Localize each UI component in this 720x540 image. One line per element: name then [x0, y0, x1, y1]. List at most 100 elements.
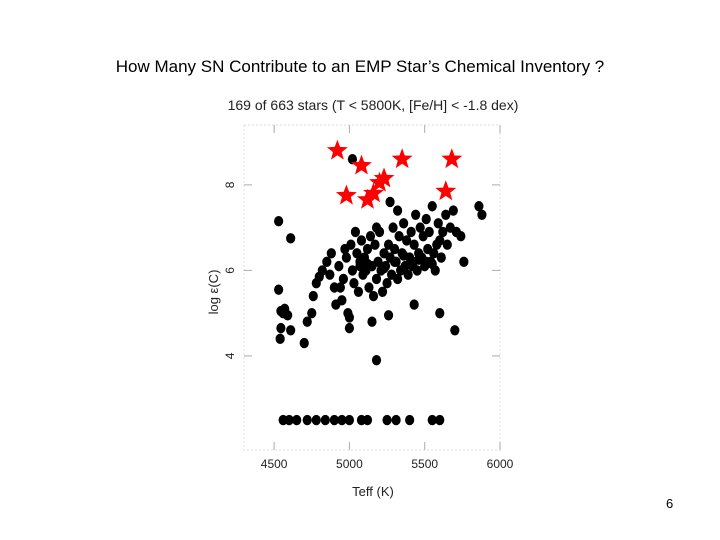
data-point — [317, 265, 327, 276]
data-point — [429, 248, 439, 259]
data-point — [477, 209, 487, 221]
data-point — [402, 235, 412, 246]
data-point-star — [391, 148, 413, 169]
y-tick-label: 4 — [223, 352, 237, 359]
data-point-star — [357, 188, 378, 209]
data-point — [325, 269, 335, 280]
data-point — [337, 295, 347, 306]
data-point — [311, 414, 321, 426]
data-point — [438, 226, 448, 238]
x-axis-label: Teff (K) — [352, 484, 394, 499]
data-point — [388, 222, 398, 233]
plot-frame — [243, 124, 501, 451]
data-point — [322, 256, 332, 268]
data-point — [276, 322, 286, 334]
data-point — [379, 263, 389, 274]
data-point — [371, 354, 382, 366]
data-point-star — [435, 180, 457, 201]
data-point — [415, 222, 425, 233]
data-point — [427, 201, 437, 212]
data-point — [403, 269, 413, 280]
chart-title: 169 of 663 stars (T < 5800K, [Fe/H] < -1… — [228, 97, 519, 113]
data-point — [450, 325, 460, 336]
data-point — [448, 205, 458, 216]
data-point — [406, 226, 416, 238]
data-point — [307, 307, 317, 319]
data-point — [383, 310, 394, 321]
data-point — [299, 337, 309, 349]
data-point — [284, 414, 294, 426]
data-point — [308, 290, 318, 302]
data-point — [283, 310, 293, 321]
data-point — [341, 252, 351, 263]
data-point — [353, 286, 364, 297]
data-point — [371, 273, 382, 285]
data-point — [441, 209, 451, 221]
data-point — [391, 414, 401, 426]
data-point — [405, 414, 415, 426]
data-point — [393, 273, 403, 285]
slide-title: How Many SN Contribute to an EMP Star’s … — [115, 57, 605, 76]
x-tick-label: 4500 — [261, 457, 288, 471]
data-point — [356, 235, 367, 246]
data-point — [442, 239, 452, 250]
data-point — [393, 205, 403, 216]
data-point — [326, 248, 336, 259]
data-point — [362, 243, 373, 255]
data-point — [274, 284, 284, 295]
data-point — [377, 286, 388, 297]
data-point-star — [351, 154, 372, 175]
x-tick-label: 5500 — [411, 457, 438, 471]
data-point — [427, 258, 437, 270]
data-point — [292, 414, 302, 426]
data-point — [474, 201, 484, 212]
star-series — [326, 139, 463, 209]
slide-number: 6 — [666, 496, 674, 511]
data-point — [409, 299, 419, 310]
data-point — [365, 230, 376, 242]
data-point — [414, 254, 424, 265]
data-point-star — [335, 184, 357, 205]
data-point — [382, 414, 392, 426]
data-point — [275, 333, 285, 345]
data-point — [399, 250, 409, 261]
data-point — [370, 239, 380, 250]
data-point — [367, 316, 377, 327]
data-point — [364, 282, 374, 293]
data-point — [399, 218, 409, 229]
data-point-star — [441, 148, 463, 169]
data-point — [344, 414, 355, 426]
axis-ticks: 4500 5000 5500 6000 4 6 8 — [223, 125, 514, 471]
data-point — [302, 414, 312, 426]
data-point — [286, 233, 296, 244]
y-tick-label: 6 — [223, 267, 237, 274]
data-point-star — [326, 139, 348, 160]
data-point — [337, 414, 347, 426]
data-point — [352, 248, 362, 259]
data-point — [344, 312, 355, 323]
data-point — [347, 154, 358, 165]
data-point — [371, 222, 382, 233]
data-point — [329, 414, 339, 426]
plot-border — [243, 124, 501, 451]
data-point — [456, 230, 466, 242]
data-point — [394, 230, 404, 242]
data-point — [433, 218, 443, 229]
data-point — [382, 278, 392, 289]
data-point — [320, 414, 330, 426]
data-point — [286, 325, 296, 336]
data-point — [302, 316, 312, 327]
data-point — [335, 282, 345, 293]
data-point — [274, 216, 284, 227]
data-point — [385, 196, 395, 208]
data-point-star — [373, 167, 395, 188]
data-point — [347, 265, 358, 276]
data-point — [400, 260, 410, 272]
data-point — [408, 260, 418, 272]
data-point — [344, 322, 355, 334]
data-point — [436, 252, 446, 263]
x-tick-label: 6000 — [487, 457, 514, 471]
data-point — [435, 235, 445, 246]
data-point-star — [363, 182, 384, 203]
